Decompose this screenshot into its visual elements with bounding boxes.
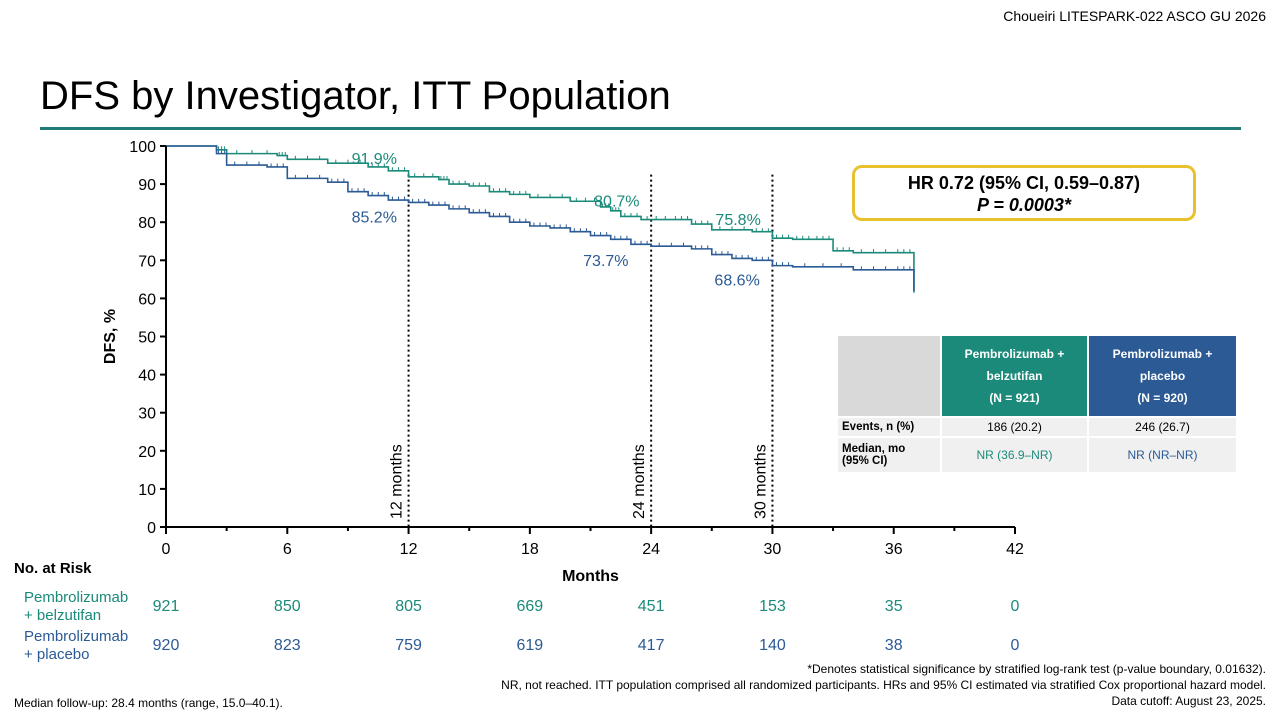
- median-followup: Median follow-up: 28.4 months (range, 15…: [14, 696, 283, 710]
- survival-rate-label: 68.6%: [714, 273, 759, 290]
- x-tick-label: 42: [1006, 541, 1024, 558]
- y-tick-label: 80: [138, 215, 156, 232]
- header-line: (N = 921): [989, 391, 1040, 405]
- summary-header-placebo: Pembrolizumab + placebo (N = 920): [1089, 336, 1236, 416]
- survival-rate-label: 91.9%: [352, 151, 397, 168]
- risk-count: 451: [637, 598, 665, 615]
- y-axis-title: DFS, %: [102, 309, 119, 364]
- y-tick-label: 20: [138, 444, 156, 461]
- hazard-ratio-box: HR 0.72 (95% CI, 0.59–0.87) P = 0.0003*: [852, 165, 1196, 221]
- risk-label-line: Pembrolizumab: [24, 628, 129, 645]
- median-label-line: Median, mo: [842, 443, 906, 455]
- x-tick-label: 0: [162, 541, 171, 558]
- header-line: belzutifan: [986, 369, 1043, 383]
- hazard-ratio-text: HR 0.72 (95% CI, 0.59–0.87): [907, 173, 1141, 193]
- header-line: placebo: [1139, 369, 1186, 383]
- km-curve-placebo: [166, 145, 915, 291]
- risk-count: 0: [1010, 637, 1020, 654]
- x-axis-title: Months: [562, 568, 619, 585]
- x-tick-label: 24: [642, 541, 660, 558]
- page-title: DFS by Investigator, ITT Population: [40, 74, 671, 118]
- y-tick-label: 10: [138, 482, 156, 499]
- landmark-label: 12 months: [389, 444, 406, 519]
- x-tick-label: 6: [283, 541, 292, 558]
- risk-count: 153: [759, 598, 786, 615]
- title-divider: [40, 127, 1241, 130]
- risk-count: 0: [1010, 598, 1020, 615]
- risk-label-placebo: Pembrolizumab + placebo: [24, 628, 128, 664]
- median-label: Median, mo (95% CI): [838, 438, 940, 472]
- x-tick-label: 18: [521, 541, 539, 558]
- summary-corner: [838, 336, 940, 416]
- median-label-line: (95% CI): [842, 455, 888, 467]
- risk-count: 823: [273, 637, 301, 654]
- x-tick-label: 12: [400, 541, 418, 558]
- footnote-line: Data cutoff: August 23, 2025.: [1111, 694, 1266, 708]
- median-belzutifan: NR (36.9–NR): [942, 438, 1087, 472]
- p-value-text: P = 0.0003*: [977, 195, 1071, 215]
- y-tick-label: 50: [138, 330, 156, 347]
- risk-count: 921: [152, 598, 180, 615]
- y-tick-label: 100: [129, 139, 156, 156]
- summary-header-belzutifan: Pembrolizumab + belzutifan (N = 921): [942, 336, 1087, 416]
- header-line: Pembrolizumab +: [1112, 347, 1213, 361]
- risk-count: 850: [273, 598, 301, 615]
- summary-table: Pembrolizumab + belzutifan (N = 921) Pem…: [836, 334, 1238, 474]
- risk-count: 759: [395, 637, 422, 654]
- risk-count: 417: [637, 637, 665, 654]
- risk-count: 669: [516, 598, 544, 615]
- risk-label-line: + belzutifan: [24, 607, 102, 624]
- events-belzutifan: 186 (20.2): [942, 418, 1087, 436]
- footnote-line: *Denotes statistical significance by str…: [807, 662, 1266, 676]
- y-tick-label: 40: [138, 368, 156, 385]
- y-tick-label: 60: [138, 291, 156, 308]
- risk-count: 38: [884, 637, 903, 654]
- risk-count: 805: [395, 598, 422, 615]
- y-tick-label: 90: [138, 177, 156, 194]
- survival-rate-label: 75.8%: [715, 212, 760, 229]
- risk-count: 35: [884, 598, 903, 615]
- survival-rate-label: 85.2%: [352, 209, 397, 226]
- x-tick-label: 36: [885, 541, 903, 558]
- events-label: Events, n (%): [838, 418, 940, 436]
- risk-count: 920: [152, 637, 180, 654]
- y-tick-label: 0: [147, 520, 156, 537]
- median-placebo: NR (NR–NR): [1089, 438, 1236, 472]
- risk-label-line: Pembrolizumab: [24, 589, 129, 606]
- header-line: Pembrolizumab +: [964, 347, 1065, 361]
- survival-rate-label: 73.7%: [583, 253, 628, 270]
- events-placebo: 246 (26.7): [1089, 418, 1236, 436]
- risk-count: 619: [516, 637, 544, 654]
- citation: Choueiri LITESPARK-022 ASCO GU 2026: [1003, 8, 1266, 24]
- risk-table-title: No. at Risk: [14, 560, 92, 577]
- risk-label-line: + placebo: [24, 646, 90, 663]
- landmark-label: 24 months: [631, 444, 648, 519]
- y-tick-label: 70: [138, 253, 156, 270]
- km-curve-belzutifan: [166, 145, 915, 293]
- y-tick-label: 30: [138, 406, 156, 423]
- risk-label-belzutifan: Pembrolizumab + belzutifan: [24, 589, 128, 625]
- survival-rate-label: 80.7%: [594, 194, 639, 211]
- footnote-line: NR, not reached. ITT population comprise…: [501, 678, 1266, 692]
- x-tick-label: 30: [764, 541, 782, 558]
- header-line: (N = 920): [1137, 391, 1188, 405]
- landmark-label: 30 months: [752, 444, 769, 519]
- footnotes: *Denotes statistical significance by str…: [501, 661, 1266, 709]
- risk-count: 140: [759, 637, 786, 654]
